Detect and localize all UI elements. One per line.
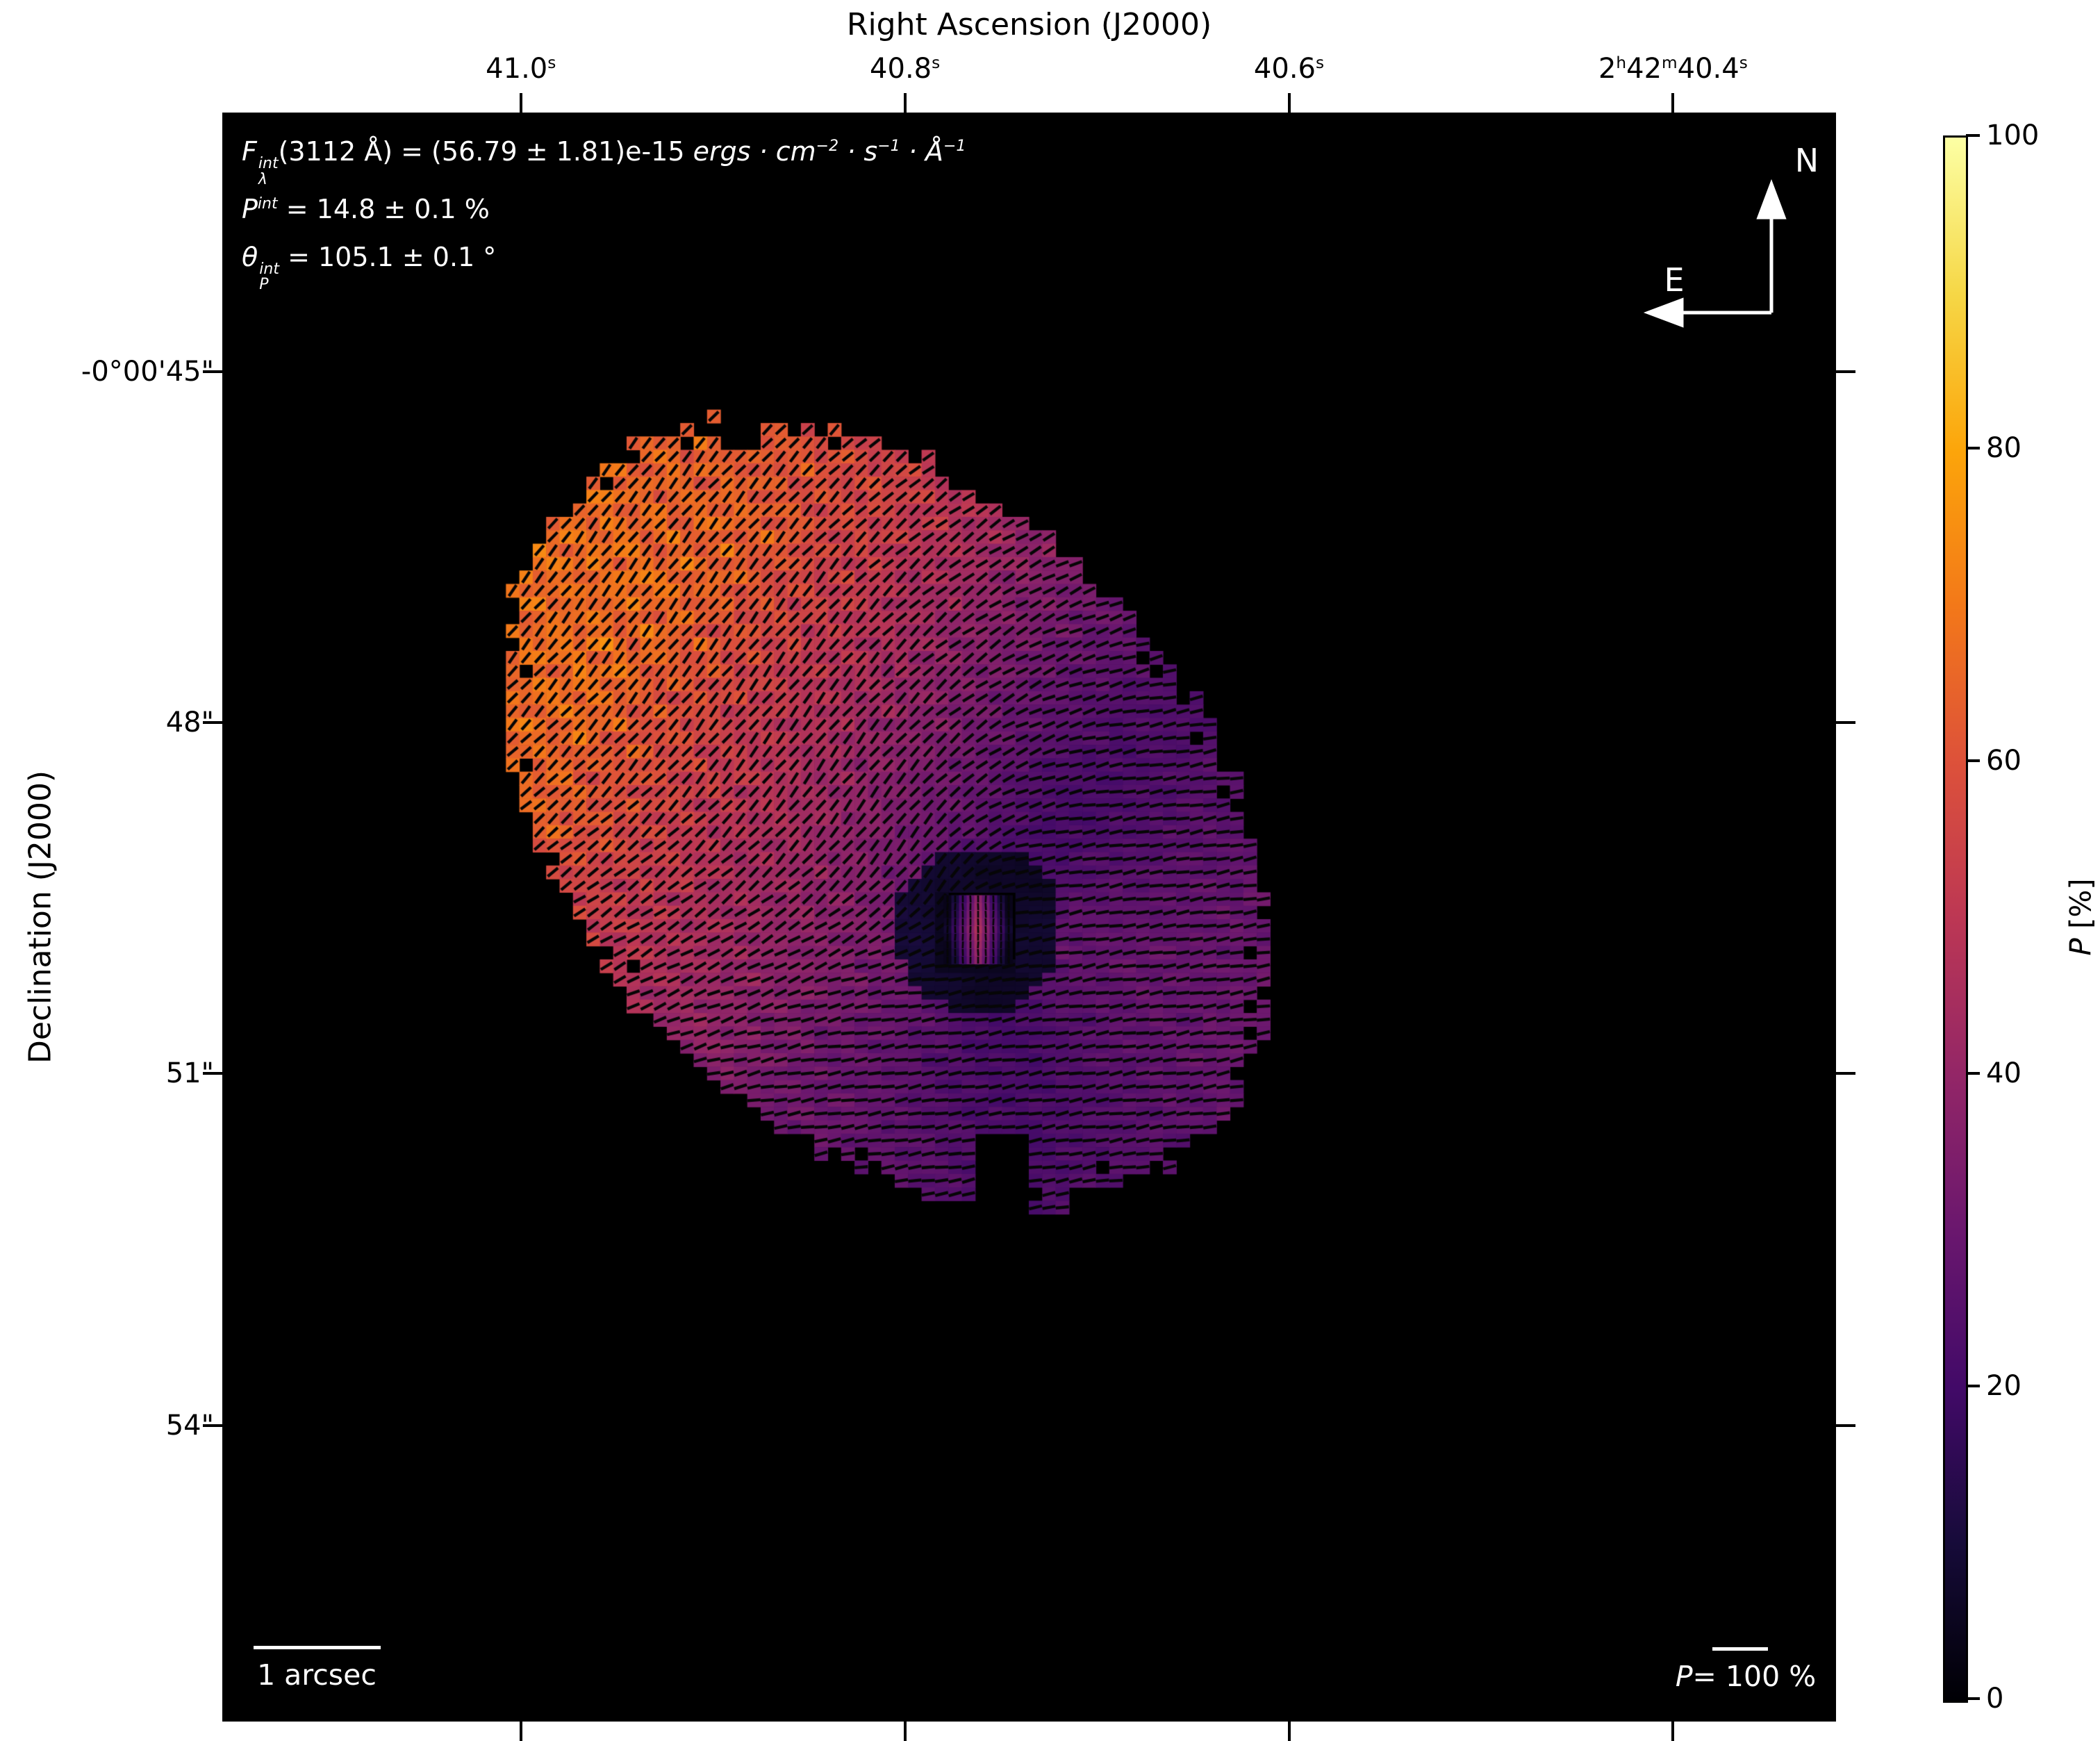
scalebar <box>254 1646 381 1649</box>
tick-mark <box>1671 93 1675 113</box>
compass-north-label: N <box>1794 142 1819 179</box>
scalebar-label: 1 arcsec <box>257 1658 377 1692</box>
tick-mark <box>1836 720 1855 724</box>
polarization-reference-bar <box>1712 1647 1768 1651</box>
tick-mark <box>1836 1424 1855 1427</box>
colorbar <box>1943 135 1968 1703</box>
x-axis-title: Right Ascension (J2000) <box>846 7 1212 42</box>
y-tick-label: -0°00'45" <box>81 355 214 388</box>
tick-mark <box>1287 93 1291 113</box>
y-tick-label: 48" <box>165 706 214 739</box>
tick-mark <box>1671 1722 1675 1741</box>
tick-mark <box>519 93 522 113</box>
polarization-reference-label: P= 100 % <box>1675 1660 1817 1693</box>
x-tick-label: 41.0s <box>486 53 556 85</box>
tick-mark <box>1287 1722 1291 1741</box>
y-axis-title: Declination (J2000) <box>22 770 58 1064</box>
tick-mark <box>203 1071 222 1075</box>
colorbar-tick-label: 80 <box>1986 432 2022 464</box>
tick-mark <box>903 1722 907 1741</box>
x-tick-label: 2h42m40.4s <box>1598 53 1748 85</box>
y-tick-label: 54" <box>165 1409 214 1442</box>
y-tick-label: 51" <box>165 1057 214 1089</box>
tick-mark <box>203 720 222 724</box>
colorbar-tick-label: 20 <box>1986 1370 2022 1402</box>
colorbar-tick-label: 100 <box>1986 119 2040 151</box>
colorbar-tick-mark <box>1966 1072 1980 1075</box>
tick-mark <box>903 93 907 113</box>
tick-mark <box>1836 1071 1855 1075</box>
tick-mark <box>203 370 222 373</box>
compass-east-label: E <box>1664 261 1685 299</box>
tick-mark <box>519 1722 522 1741</box>
colorbar-tick-mark <box>1966 447 1980 449</box>
colorbar-tick-mark <box>1966 1385 1980 1387</box>
colorbar-tick-label: 40 <box>1986 1057 2022 1089</box>
colorbar-tick-mark <box>1966 759 1980 762</box>
x-tick-label: 40.6s <box>1253 53 1325 85</box>
annotation-line: θ int P = 105.1 ± 0.1 ° <box>242 241 497 294</box>
colorbar-axis-label: P [%] <box>2063 878 2098 956</box>
colorbar-tick-label: 60 <box>1986 745 2022 777</box>
colorbar-tick-mark <box>1966 1697 1980 1700</box>
annotation-line: Pint = 14.8 ± 0.1 % <box>242 193 490 224</box>
tick-mark <box>1836 370 1855 373</box>
tick-mark <box>203 1424 222 1427</box>
colorbar-tick-label: 0 <box>1986 1683 2004 1715</box>
x-tick-label: 40.8s <box>870 53 941 85</box>
colorbar-tick-mark <box>1966 134 1980 137</box>
polarization-map-canvas <box>224 115 1834 1719</box>
